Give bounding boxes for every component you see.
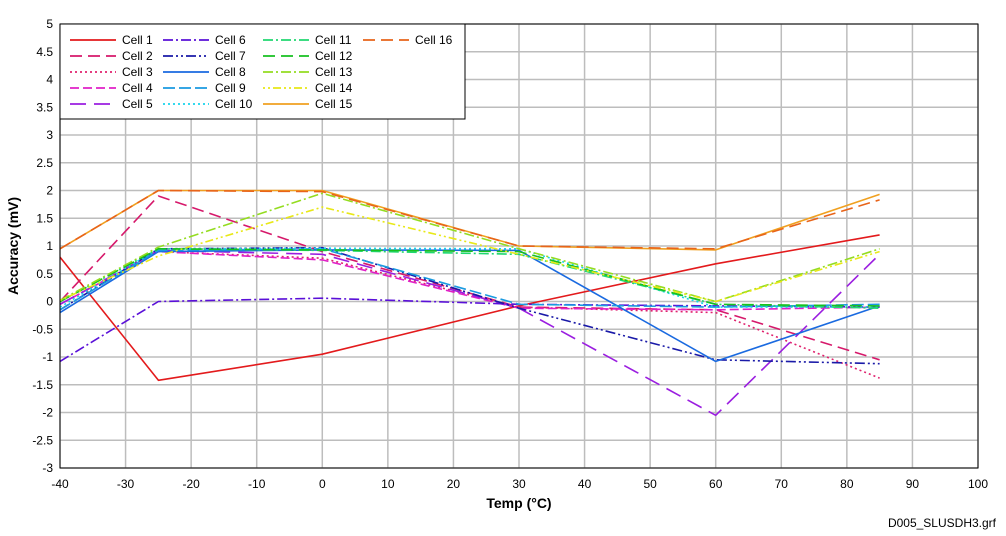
y-tick-label: 4 (46, 73, 53, 87)
x-tick-label: 20 (447, 477, 461, 491)
series-line-cell-4 (59, 250, 880, 311)
legend-label-cell-8: Cell 8 (215, 65, 246, 79)
legend-label-cell-7: Cell 7 (215, 49, 246, 63)
y-axis-title: Accuracy (mV) (5, 197, 21, 295)
legend-label-cell-6: Cell 6 (215, 33, 246, 47)
series-layer (59, 189, 881, 417)
legend-label-cell-2: Cell 2 (122, 49, 153, 63)
series-line-cell-16 (59, 189, 880, 250)
y-tick-label: -1 (42, 350, 53, 364)
x-tick-label: 80 (840, 477, 854, 491)
y-tick-label: 3.5 (36, 100, 53, 114)
legend-label-cell-11: Cell 11 (315, 33, 352, 47)
series-line-cell-8 (59, 249, 880, 363)
legend: Cell 1 Cell 2 Cell 3 Cell 4 Cell 5 Cell 6 Cell… (59, 23, 466, 120)
x-tick-label: -40 (51, 477, 69, 491)
legend-label-cell-15: Cell 15 (315, 97, 353, 111)
legend-label-cell-9: Cell 9 (215, 81, 246, 95)
legend-label-cell-5: Cell 5 (122, 97, 153, 111)
legend-label-cell-14: Cell 14 (315, 81, 353, 95)
y-tick-label: 2.5 (36, 156, 53, 170)
x-tick-label: -20 (182, 477, 200, 491)
legend-label-cell-3: Cell 3 (122, 65, 153, 79)
y-tick-label: -0.5 (32, 322, 53, 336)
legend-label-cell-16: Cell 16 (415, 33, 453, 47)
x-axis-title: Temp (°C) (486, 495, 551, 511)
x-axis-ticks: -40 -30 -20 -10 0 10 20 30 40 50 60 70 80 90 100 (51, 477, 988, 491)
x-tick-label: -30 (117, 477, 135, 491)
y-tick-label: -2.5 (32, 433, 53, 447)
y-tick-label: 0.5 (36, 267, 53, 281)
x-tick-label: 30 (512, 477, 526, 491)
legend-label-cell-13: Cell 13 (315, 65, 353, 79)
series-line-cell-9 (59, 248, 880, 311)
series-line-cell-10 (59, 247, 880, 308)
y-tick-label: 1 (46, 239, 53, 253)
series-line-cell-6 (59, 297, 880, 363)
x-tick-label: 60 (709, 477, 723, 491)
x-tick-label: -10 (248, 477, 266, 491)
legend-label-cell-10: Cell 10 (215, 97, 253, 111)
series-line-cell-2 (59, 195, 880, 361)
x-tick-label: 90 (906, 477, 920, 491)
x-tick-label: 10 (381, 477, 395, 491)
y-tick-label: 4.5 (36, 45, 53, 59)
series-line-cell-14 (59, 206, 880, 303)
y-tick-label: -3 (42, 461, 53, 475)
legend-label-cell-12: Cell 12 (315, 49, 353, 63)
series-line-cell-12 (59, 248, 880, 307)
x-tick-label: 0 (319, 477, 326, 491)
y-tick-label: 2 (46, 184, 53, 198)
legend-label-cell-4: Cell 4 (122, 81, 153, 95)
y-tick-label: -1.5 (32, 378, 53, 392)
legend-box (59, 23, 466, 120)
file-footnote: D005_SLUSDH3.grf (887, 516, 996, 530)
y-tick-label: 5 (46, 17, 53, 31)
legend-label-cell-1: Cell 1 (122, 33, 153, 47)
y-tick-label: 1.5 (36, 211, 53, 225)
series-line-cell-1 (59, 234, 880, 382)
x-tick-label: 70 (775, 477, 789, 491)
y-axis-ticks: -3 -2.5 -2 -1.5 -1 -0.5 0 0.5 1 1.5 2 2.5 3 3.5 4 4.5 5 (32, 17, 53, 475)
plot-border (59, 23, 979, 469)
y-tick-label: -2 (42, 406, 53, 420)
y-tick-label: 0 (46, 295, 53, 309)
x-tick-label: 100 (968, 477, 988, 491)
x-tick-label: 50 (643, 477, 657, 491)
y-tick-label: 3 (46, 128, 53, 142)
x-tick-label: 40 (578, 477, 592, 491)
series-line-cell-13 (59, 192, 880, 303)
